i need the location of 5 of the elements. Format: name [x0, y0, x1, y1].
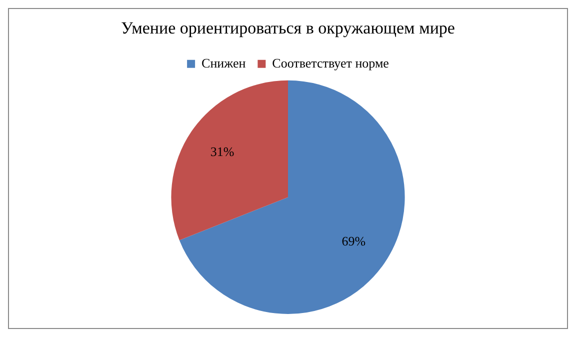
chart-title: Умение ориентироваться в окружающем мире	[121, 18, 455, 38]
data-label: 69%	[342, 233, 366, 248]
data-label: 31%	[210, 144, 234, 159]
legend-label: Соответствует норме	[272, 55, 390, 70]
legend-label: Снижен	[202, 55, 246, 70]
